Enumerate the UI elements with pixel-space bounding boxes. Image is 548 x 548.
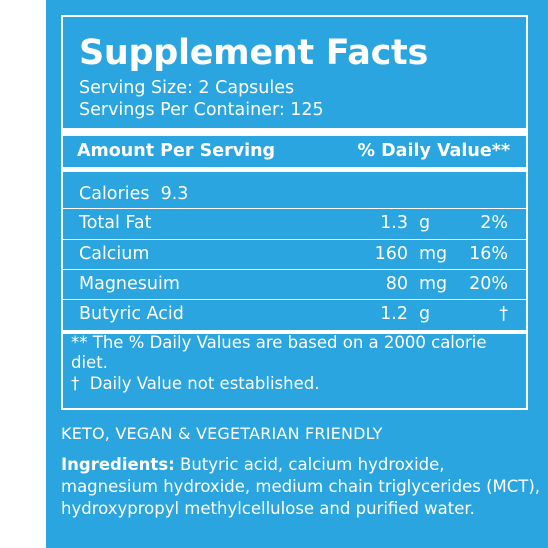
nutrient-daily-value: † bbox=[499, 304, 508, 324]
serving-size: Serving Size: 2 Capsules bbox=[79, 78, 295, 98]
column-header: Amount Per Serving % Daily Value** bbox=[63, 136, 526, 166]
calories-label: Calories 9.3 bbox=[79, 184, 189, 204]
nutrient-daily-value: 16% bbox=[469, 244, 508, 264]
nutrient-row: Total Fat 1.3 g 2% bbox=[63, 208, 526, 238]
nutrient-name: Total Fat bbox=[79, 213, 152, 233]
nutrient-amount: 80 bbox=[385, 274, 408, 294]
supplement-facts-panel: Supplement Facts Serving Size: 2 Capsule… bbox=[61, 15, 528, 410]
thick-divider bbox=[63, 128, 526, 136]
nutrient-name: Magnesuim bbox=[79, 274, 180, 294]
nutrient-daily-value: 2% bbox=[480, 213, 508, 233]
nutrient-name: Butyric Acid bbox=[79, 304, 184, 324]
nutrient-row: Butyric Acid 1.2 g † bbox=[63, 299, 526, 329]
medium-divider bbox=[63, 167, 526, 172]
ingredients-label: Ingredients: bbox=[61, 455, 175, 474]
nutrient-unit: g bbox=[419, 213, 431, 233]
servings-per-container: Servings Per Container: 125 bbox=[79, 100, 324, 120]
supplement-label: Supplement Facts Serving Size: 2 Capsule… bbox=[46, 0, 548, 548]
header-amount: Amount Per Serving bbox=[77, 141, 276, 161]
panel-title: Supplement Facts bbox=[79, 33, 428, 73]
nutrient-unit: mg bbox=[419, 274, 448, 294]
diet-claim: KETO, VEGAN & VEGETARIAN FRIENDLY bbox=[61, 424, 383, 443]
nutrient-amount: 160 bbox=[374, 244, 408, 264]
nutrient-unit: g bbox=[419, 304, 431, 324]
nutrient-name: Calcium bbox=[79, 244, 150, 264]
header-daily-value: % Daily Value** bbox=[357, 141, 510, 161]
nutrient-amount: 1.2 bbox=[380, 304, 408, 324]
calories-row: Calories 9.3 bbox=[63, 180, 526, 210]
ingredients-text: Butyric acid, calcium hydroxide, magnesi… bbox=[61, 455, 541, 518]
nutrient-daily-value: 20% bbox=[469, 274, 508, 294]
nutrient-unit: mg bbox=[419, 244, 448, 264]
bottom-divider bbox=[63, 330, 526, 334]
dagger-footnote: † Daily Value not established. bbox=[71, 374, 320, 393]
nutrient-row: Calcium 160 mg 16% bbox=[63, 239, 526, 269]
nutrient-row: Magnesuim 80 mg 20% bbox=[63, 269, 526, 299]
nutrient-amount: 1.3 bbox=[380, 213, 408, 233]
ingredients-statement: Ingredients: Butyric acid, calcium hydro… bbox=[61, 454, 541, 520]
daily-value-footnote: ** The % Daily Values are based on a 200… bbox=[71, 333, 487, 372]
